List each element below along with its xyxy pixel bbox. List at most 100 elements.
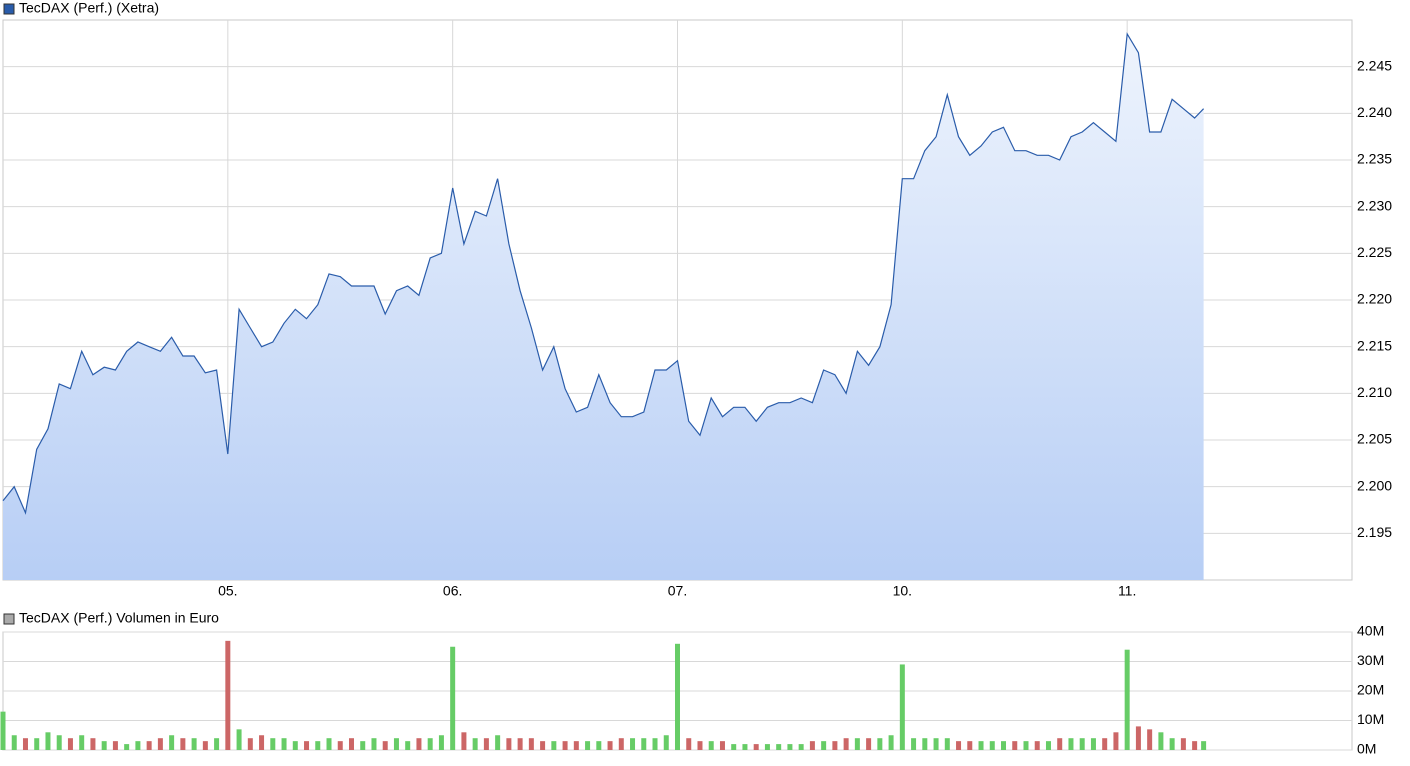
volume-bar — [956, 741, 962, 750]
y-tick-label: 2.200 — [1357, 477, 1392, 493]
volume-bar — [528, 738, 534, 750]
volume-bar — [180, 738, 186, 750]
volume-bar — [304, 741, 310, 750]
volume-bar — [292, 741, 298, 750]
volume-bar — [135, 741, 141, 750]
volume-bar — [675, 643, 680, 750]
volume-bar — [315, 741, 321, 750]
volume-bar — [933, 738, 939, 750]
y-tick-label: 40M — [1357, 623, 1384, 639]
volume-bar — [169, 735, 175, 750]
volume-bar — [686, 738, 692, 750]
y-tick-label: 2.215 — [1357, 337, 1392, 353]
volume-bar — [719, 741, 725, 750]
volume-bar — [0, 711, 6, 750]
y-tick-label: 2.195 — [1357, 524, 1392, 540]
volume-bar — [697, 741, 703, 750]
volume-bar — [798, 744, 804, 750]
volume-bar — [225, 640, 231, 750]
volume-bar — [877, 738, 883, 750]
y-tick-label: 20M — [1357, 682, 1384, 698]
volume-bar — [1147, 729, 1153, 750]
volume-bar — [360, 741, 366, 750]
volume-bar — [202, 741, 208, 750]
volume-bar — [472, 738, 478, 750]
volume-bar — [337, 741, 343, 750]
volume-bar — [1079, 738, 1085, 750]
volume-bar — [427, 738, 433, 750]
volume-bar — [843, 738, 849, 750]
volume-bar — [832, 741, 838, 750]
volume-bar — [124, 744, 130, 750]
volume-bar — [247, 738, 253, 750]
x-tick-label: 11. — [1118, 583, 1136, 599]
volume-bar — [382, 741, 388, 750]
price-area — [3, 34, 1204, 580]
volume-bar — [11, 735, 17, 750]
y-tick-label: 2.225 — [1357, 244, 1392, 260]
volume-bar — [753, 744, 759, 750]
volume-bar — [573, 741, 579, 750]
x-tick-label: 07. — [668, 583, 687, 599]
volume-bar — [483, 738, 489, 750]
x-tick-label: 05. — [218, 583, 237, 599]
y-tick-label: 2.205 — [1357, 431, 1392, 447]
volume-bar — [551, 741, 557, 750]
volume-bar — [708, 741, 714, 750]
volume-bar — [326, 738, 332, 750]
legend-label: TecDAX (Perf.) (Xetra) — [19, 0, 159, 16]
volume-bar — [438, 735, 444, 750]
volume-bar — [899, 664, 905, 750]
y-tick-label: 2.235 — [1357, 151, 1392, 167]
chart-layer: 2.195 2.200 2.205 2.210 2.215 2.220 2.225 2.230… — [0, 0, 1392, 757]
y-tick-label: 2.245 — [1357, 57, 1392, 73]
y-tick-label: 2.210 — [1357, 384, 1392, 400]
volume-bar — [888, 735, 894, 750]
volume-bar — [259, 735, 265, 750]
volume-bar — [270, 738, 276, 750]
volume-bar — [562, 741, 568, 750]
volume-bar — [101, 741, 107, 750]
volume-bar — [1192, 741, 1198, 750]
volume-bar — [540, 741, 546, 750]
volume-bar — [67, 738, 73, 750]
volume-bar — [1102, 738, 1108, 750]
price-line — [2, 32, 1205, 515]
volume-bar — [56, 735, 62, 750]
x-tick-label: 06. — [443, 583, 462, 599]
volume-bar — [416, 738, 422, 750]
volume-bar — [809, 741, 815, 750]
volume-bar — [776, 744, 782, 750]
volume-bar — [1158, 732, 1164, 750]
volume-bar — [1201, 741, 1207, 750]
volume-bar — [854, 738, 860, 750]
volume-bar — [618, 738, 624, 750]
volume-bar — [922, 738, 928, 750]
volume-bar — [596, 741, 602, 750]
volume-bar — [1034, 741, 1040, 750]
volume-bar — [22, 738, 28, 750]
y-tick-label: 10M — [1357, 711, 1384, 727]
volume-bar — [967, 741, 973, 750]
volume-bar — [978, 741, 984, 750]
volume-bar — [1012, 741, 1018, 750]
volume-bar — [1169, 738, 1175, 750]
volume-bar — [607, 741, 613, 750]
volume-bar — [742, 744, 748, 750]
legend-swatch — [3, 613, 15, 625]
y-tick-label: 2.240 — [1357, 104, 1392, 120]
legend-label: TecDAX (Perf.) Volumen in Euro — [19, 610, 219, 626]
volume-bar — [348, 738, 354, 750]
volume-bar — [90, 738, 96, 750]
volume-bar — [1124, 649, 1130, 750]
volume-bar — [1135, 726, 1141, 750]
volume-bar — [652, 738, 658, 750]
volume-bar — [1068, 738, 1074, 750]
volume-bar — [944, 738, 950, 750]
y-tick-label: 2.220 — [1357, 291, 1392, 307]
y-tick-label: 2.230 — [1357, 197, 1392, 213]
volume-bar — [191, 738, 197, 750]
volume-bar — [1180, 738, 1186, 750]
volume-bar — [585, 741, 591, 750]
